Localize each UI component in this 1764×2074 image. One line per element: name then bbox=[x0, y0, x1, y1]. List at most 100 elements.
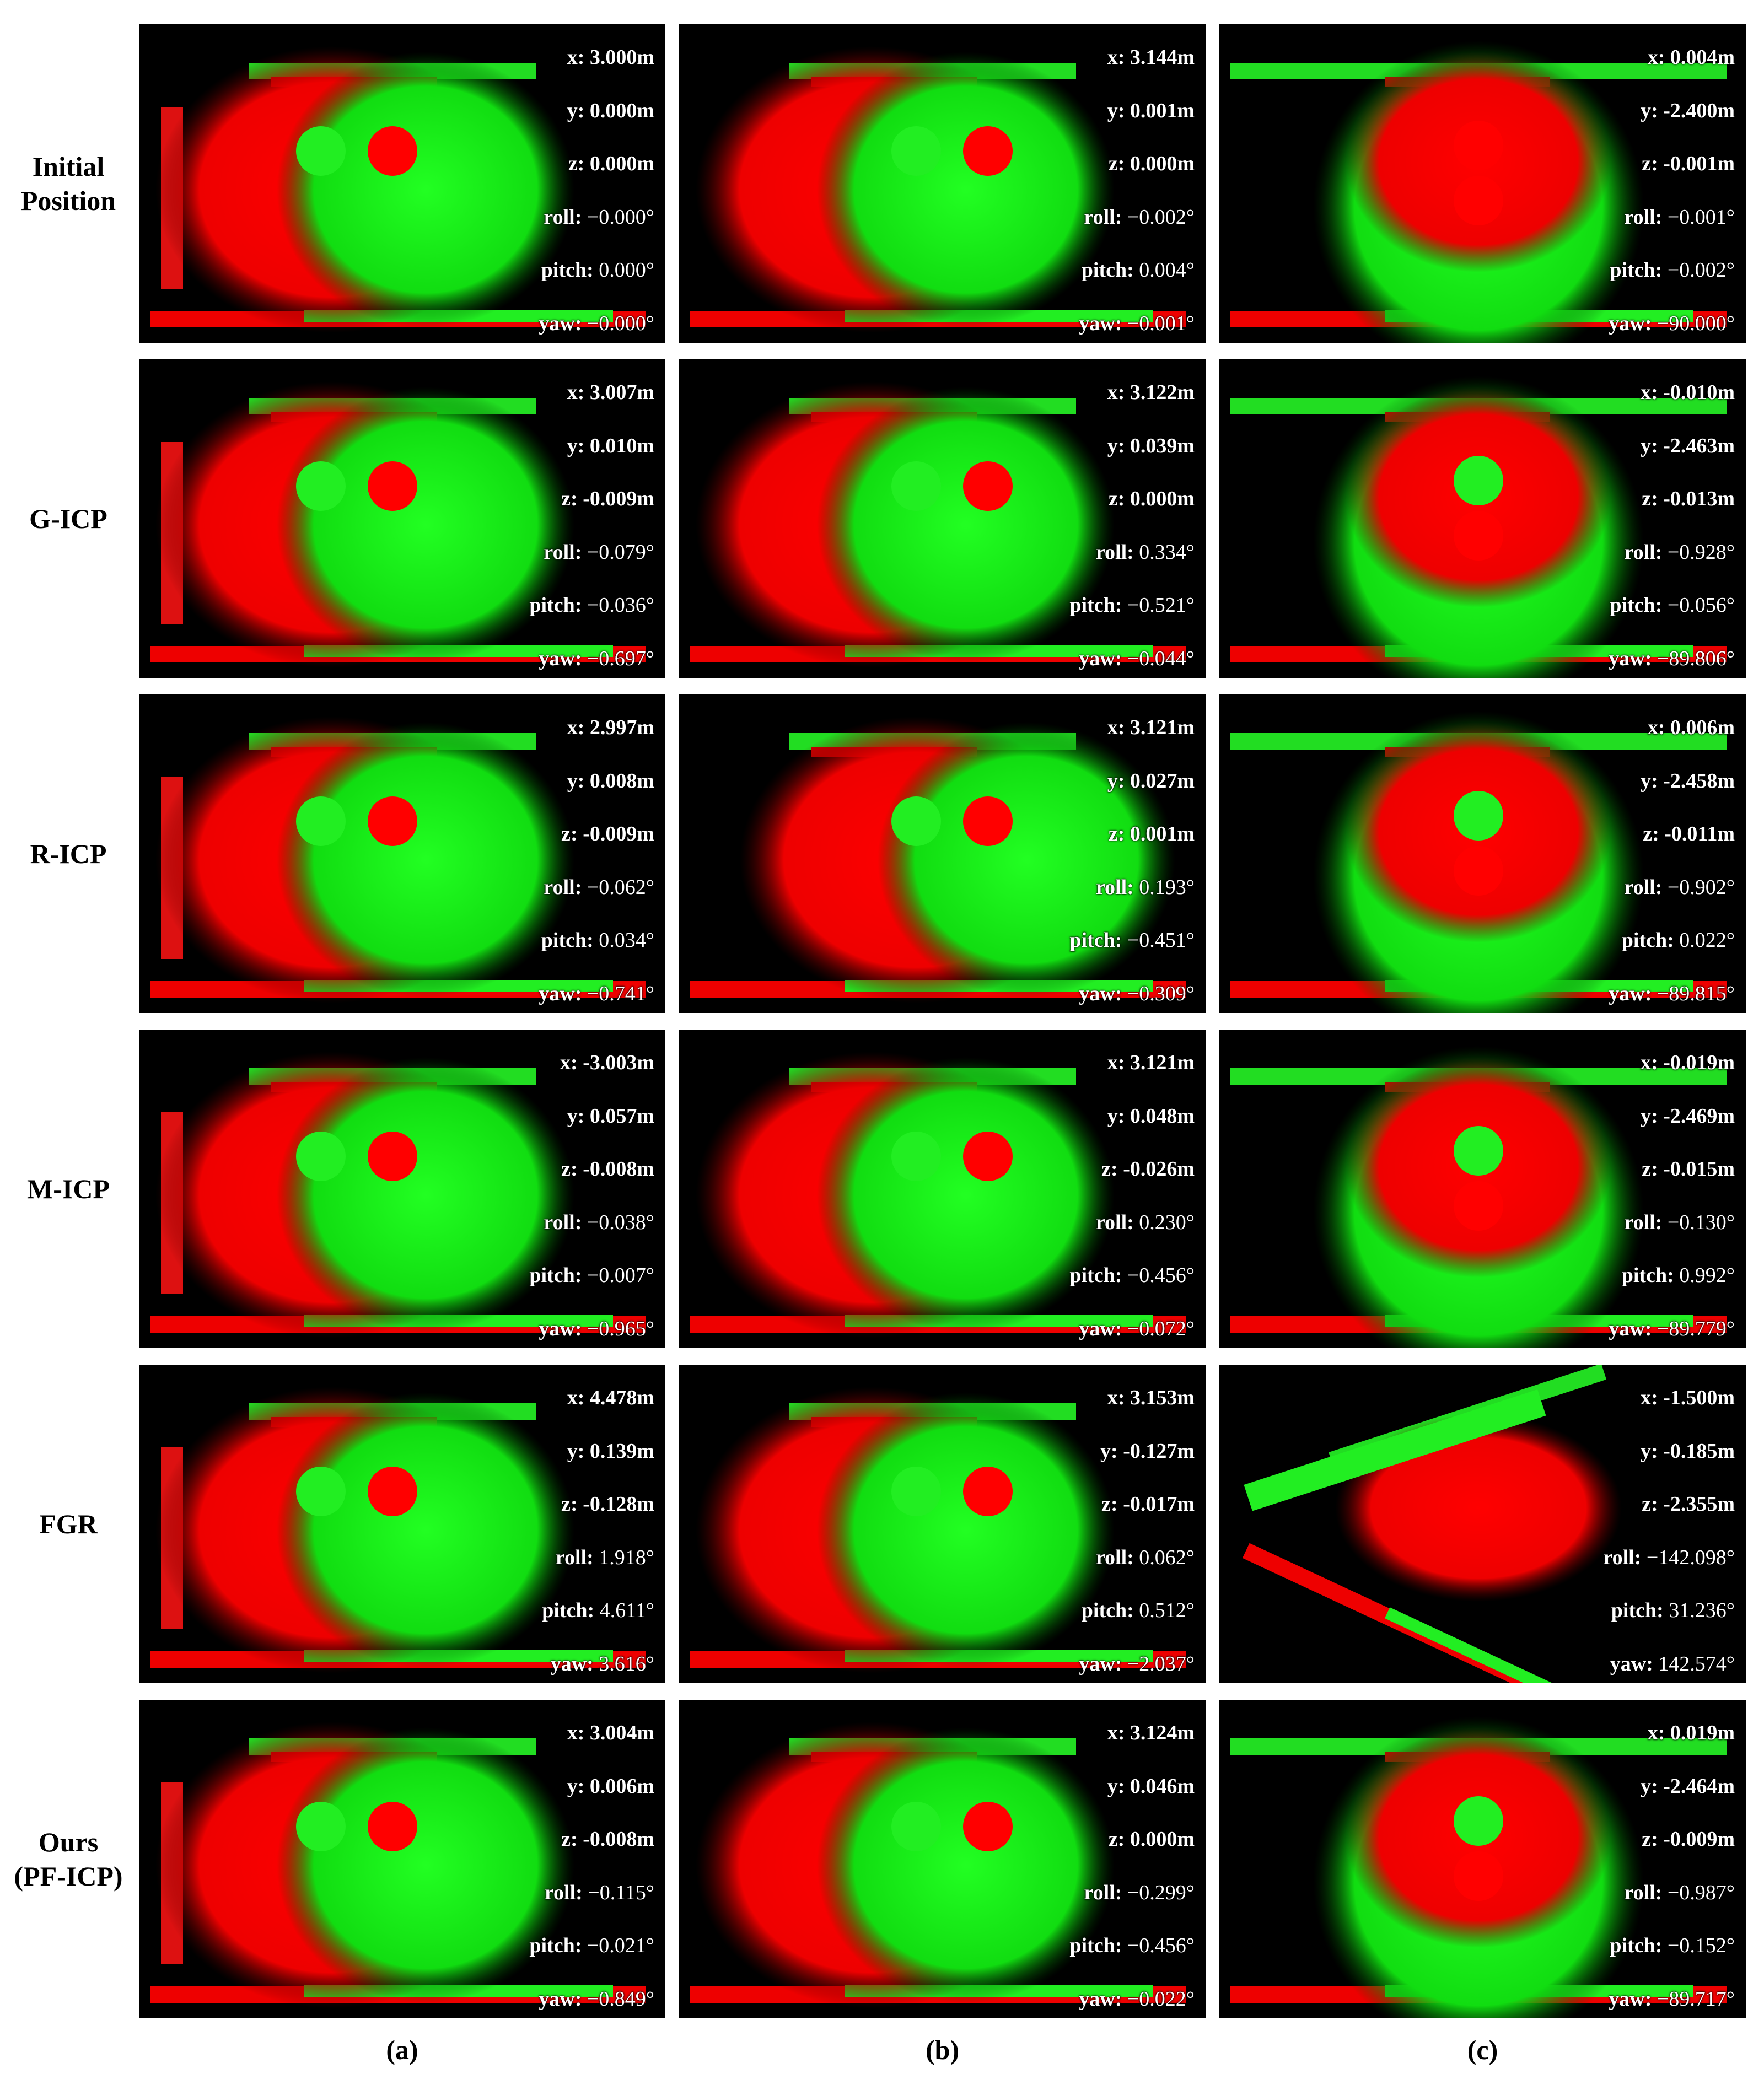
pose-param-roll: roll: −0.130° bbox=[1624, 1210, 1735, 1234]
red-ring bbox=[963, 1467, 1013, 1516]
pose-param-pitch: pitch: 4.611° bbox=[542, 1599, 654, 1623]
pose-param-z: z: -0.001m bbox=[1642, 152, 1735, 176]
pose-param-yaw: yaw: −0.000° bbox=[539, 311, 654, 335]
pose-param-x: x: 2.997m bbox=[567, 716, 654, 739]
red-ring bbox=[963, 126, 1013, 176]
pose-parameters: x: 3.121m y: 0.027m z: 0.001m roll: 0.193° p… bbox=[952, 701, 1195, 1013]
green-cloud bbox=[878, 722, 1175, 998]
red-ring bbox=[368, 126, 417, 176]
point-cloud-view bbox=[1230, 41, 1727, 343]
column-label: (a) bbox=[386, 2034, 418, 2065]
pose-param-z: z: 0.000m bbox=[568, 152, 654, 176]
pose-param-z: z: -0.013m bbox=[1642, 487, 1735, 511]
pose-param-x: x: 4.478m bbox=[567, 1386, 654, 1409]
pose-param-pitch: pitch: −0.036° bbox=[529, 594, 654, 617]
pose-param-x: x: 3.004m bbox=[567, 1721, 654, 1744]
pose-param-y: y: 0.039m bbox=[1107, 434, 1195, 457]
pose-parameters: x: 0.004m y: -2.400m z: -0.001m roll: −0.00… bbox=[1492, 31, 1735, 343]
green-ring bbox=[891, 796, 941, 846]
pose-param-x: x: 3.124m bbox=[1107, 1721, 1195, 1744]
row-label-line: Ours bbox=[38, 1827, 99, 1857]
pose-param-pitch: pitch: −0.056° bbox=[1610, 594, 1735, 617]
pose-param-roll: roll: −0.902° bbox=[1624, 875, 1735, 899]
point-cloud-view bbox=[690, 381, 1186, 668]
pose-param-x: x: -0.010m bbox=[1641, 381, 1735, 404]
green-ring bbox=[891, 126, 941, 176]
row-label-line: M-ICP bbox=[27, 1173, 110, 1204]
green-ring bbox=[891, 461, 941, 511]
panel-(c)-row2: x: 0.006m y: -2.458m z: -0.011m roll: −0.90… bbox=[1219, 694, 1746, 1013]
pose-param-roll: roll: 0.334° bbox=[1095, 540, 1195, 564]
red-ring bbox=[368, 461, 417, 511]
pose-param-y: y: 0.010m bbox=[567, 434, 654, 457]
green-cloud bbox=[817, 1727, 1115, 2003]
pose-param-y: y: 0.139m bbox=[567, 1439, 654, 1463]
pose-param-z: z: -0.008m bbox=[561, 1157, 654, 1181]
pose-param-y: y: -2.400m bbox=[1641, 99, 1735, 122]
pose-param-x: x: -3.003m bbox=[560, 1051, 654, 1074]
green-ring bbox=[296, 1467, 346, 1516]
row-label-line: (PF-ICP) bbox=[14, 1861, 123, 1892]
green-cloud bbox=[277, 52, 574, 327]
point-cloud-view bbox=[1230, 1716, 1727, 2018]
red-ring bbox=[368, 1467, 417, 1516]
pose-param-x: x: 3.144m bbox=[1107, 46, 1195, 69]
point-cloud-view bbox=[150, 1387, 646, 1673]
green-ring bbox=[1454, 1126, 1503, 1176]
panel-(c)-row3: x: -0.019m y: -2.469m z: -0.015m roll: −0.1… bbox=[1219, 1030, 1746, 1348]
green-ring bbox=[1454, 456, 1503, 505]
panel-(c)-row1: x: -0.010m y: -2.463m z: -0.013m roll: −0.9… bbox=[1219, 359, 1746, 678]
green-wall-points bbox=[1244, 1389, 1546, 1511]
pose-parameters: x: -0.010m y: -2.463m z: -0.013m roll: −0.9… bbox=[1492, 366, 1735, 678]
pose-param-roll: roll: −0.000° bbox=[544, 205, 654, 229]
pose-param-roll: roll: −0.115° bbox=[544, 1881, 654, 1904]
panel-(c)-row5: x: 0.019m y: -2.464m z: -0.009m roll: −0.98… bbox=[1219, 1700, 1746, 2018]
point-cloud-view bbox=[1230, 376, 1727, 678]
pose-parameters: x: 3.122m y: 0.039m z: 0.000m roll: 0.334° p… bbox=[952, 366, 1195, 678]
pose-param-y: y: 0.001m bbox=[1107, 99, 1195, 122]
pose-param-pitch: pitch: −0.521° bbox=[1069, 594, 1195, 617]
pose-param-x: x: 3.000m bbox=[567, 46, 654, 69]
panel-(a)-row4: x: 4.478m y: 0.139m z: -0.128m roll: 1.918°… bbox=[139, 1365, 665, 1683]
pose-parameters: x: 3.121m y: 0.048m z: -0.026m roll: 0.230°… bbox=[952, 1036, 1195, 1348]
pose-param-yaw: yaw: −0.697° bbox=[539, 647, 654, 670]
pose-param-roll: roll: −0.928° bbox=[1624, 540, 1735, 564]
row-label-1: G-ICP bbox=[0, 502, 137, 536]
pose-param-yaw: yaw: −0.309° bbox=[1079, 982, 1195, 1005]
pose-param-x: x: 3.121m bbox=[1107, 1051, 1195, 1074]
pose-param-y: y: -2.458m bbox=[1641, 769, 1735, 793]
pose-param-x: x: 0.006m bbox=[1647, 716, 1735, 739]
point-cloud-view bbox=[150, 381, 646, 668]
pose-param-x: x: 3.121m bbox=[1107, 716, 1195, 739]
row-label-line: G-ICP bbox=[29, 503, 107, 534]
pose-param-roll: roll: −0.062° bbox=[544, 875, 654, 899]
pose-parameters: x: 3.004m y: 0.006m z: -0.008m roll: −0.115… bbox=[412, 1706, 654, 2018]
row-label-2: R-ICP bbox=[0, 837, 137, 871]
red-ring bbox=[1454, 846, 1503, 896]
pose-parameters: x: -3.003m y: 0.057m z: -0.008m roll: −0.03… bbox=[412, 1036, 654, 1348]
pose-param-roll: roll: −0.001° bbox=[1624, 205, 1735, 229]
pose-param-z: z: -0.026m bbox=[1101, 1157, 1195, 1181]
pose-param-z: z: 0.000m bbox=[1108, 1828, 1195, 1851]
green-ring bbox=[296, 796, 346, 846]
pose-parameters: x: 3.000m y: 0.000m z: 0.000m roll: −0.000°… bbox=[412, 31, 654, 343]
pose-param-pitch: pitch: −0.002° bbox=[1610, 258, 1735, 282]
pose-parameters: x: 0.019m y: -2.464m z: -0.009m roll: −0.98… bbox=[1492, 1706, 1735, 2018]
green-cloud bbox=[817, 1392, 1115, 1668]
point-cloud-view bbox=[690, 1722, 1186, 2008]
pose-parameters: x: -0.019m y: -2.469m z: -0.015m roll: −0.1… bbox=[1492, 1036, 1735, 1348]
pose-param-z: z: 0.000m bbox=[1108, 152, 1195, 176]
green-ring bbox=[891, 1467, 941, 1516]
pose-param-pitch: pitch: 0.992° bbox=[1621, 1264, 1735, 1288]
pose-param-z: z: -0.011m bbox=[1643, 822, 1735, 846]
pose-param-roll: roll: 0.193° bbox=[1095, 875, 1195, 899]
red-ring bbox=[368, 796, 417, 846]
point-cloud-view bbox=[150, 46, 646, 333]
red-ring bbox=[963, 1802, 1013, 1851]
red-ring bbox=[963, 1132, 1013, 1181]
pose-param-yaw: yaw: 142.574° bbox=[1610, 1652, 1735, 1676]
point-cloud-view bbox=[150, 1052, 646, 1338]
pose-parameters: x: 3.153m y: -0.127m z: -0.017m roll: 0.062… bbox=[952, 1371, 1195, 1683]
row-label-5: Ours (PF-ICP) bbox=[0, 1825, 137, 1893]
green-cloud bbox=[817, 387, 1115, 662]
